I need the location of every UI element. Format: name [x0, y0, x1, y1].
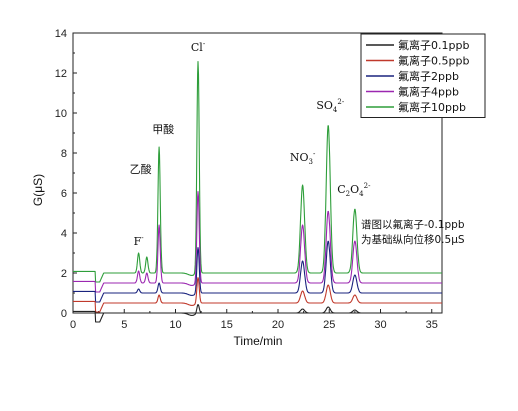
x-tick-label: 15 [221, 319, 233, 331]
x-tick-label: 10 [169, 319, 181, 331]
series-line-3 [72, 240, 443, 303]
x-tick-label: 20 [272, 319, 284, 331]
y-tick-label: 6 [61, 188, 67, 200]
series-line-5 [72, 61, 443, 283]
legend-label: 氟离子4ppb [398, 85, 459, 99]
y-tick-label: 14 [55, 28, 67, 40]
series-line-1 [72, 304, 443, 323]
x-tick-label: 30 [374, 319, 386, 331]
series-line-4 [72, 191, 443, 293]
note-line: 谱图以氟离子-0.1ppb [361, 218, 465, 231]
series-layer [72, 61, 443, 323]
y-axis-title: G(μS) [31, 174, 45, 206]
x-tick-label: 0 [70, 319, 76, 331]
x-tick-label: 25 [323, 319, 335, 331]
peak-label-C2O4: C2O42- [337, 182, 371, 198]
offset-note: 谱图以氟离子-0.1ppb 为基础纵向位移0.5μS [361, 218, 465, 246]
y-tick-label: 10 [55, 108, 67, 120]
peak-label-SO4: SO42- [316, 98, 344, 114]
y-tick-label: 8 [61, 148, 67, 160]
y-tick-label: 0 [61, 308, 67, 320]
legend-label: 氟离子2ppb [398, 69, 459, 83]
peak-label-F: F- [134, 234, 145, 248]
legend-label: 氟离子0.1ppb [398, 38, 469, 52]
x-tick-label: 5 [121, 319, 127, 331]
peak-label-formic: 甲酸 [152, 122, 174, 136]
note-line: 为基础纵向位移0.5μS [361, 233, 465, 246]
y-tick-label: 4 [61, 228, 67, 240]
legend-label: 氟离子0.5ppb [398, 54, 469, 68]
series-line-2 [72, 277, 443, 313]
peak-annotations: F- 乙酸 甲酸 Cl- NO3- SO42- C2O42- [130, 40, 371, 248]
axes: 0 5 10 15 20 25 30 35 0 2 4 6 8 10 12 14 [55, 28, 443, 331]
y-tick-label: 2 [61, 268, 67, 280]
peak-label-NO3: NO3- [290, 150, 316, 166]
x-tick-label: 35 [426, 319, 438, 331]
legend-label: 氟离子10ppb [398, 100, 466, 114]
peak-label-acetic: 乙酸 [130, 162, 152, 176]
peak-label-Cl: Cl- [191, 40, 206, 54]
x-axis-title: Time/min [234, 334, 283, 348]
y-tick-label: 12 [55, 68, 67, 80]
